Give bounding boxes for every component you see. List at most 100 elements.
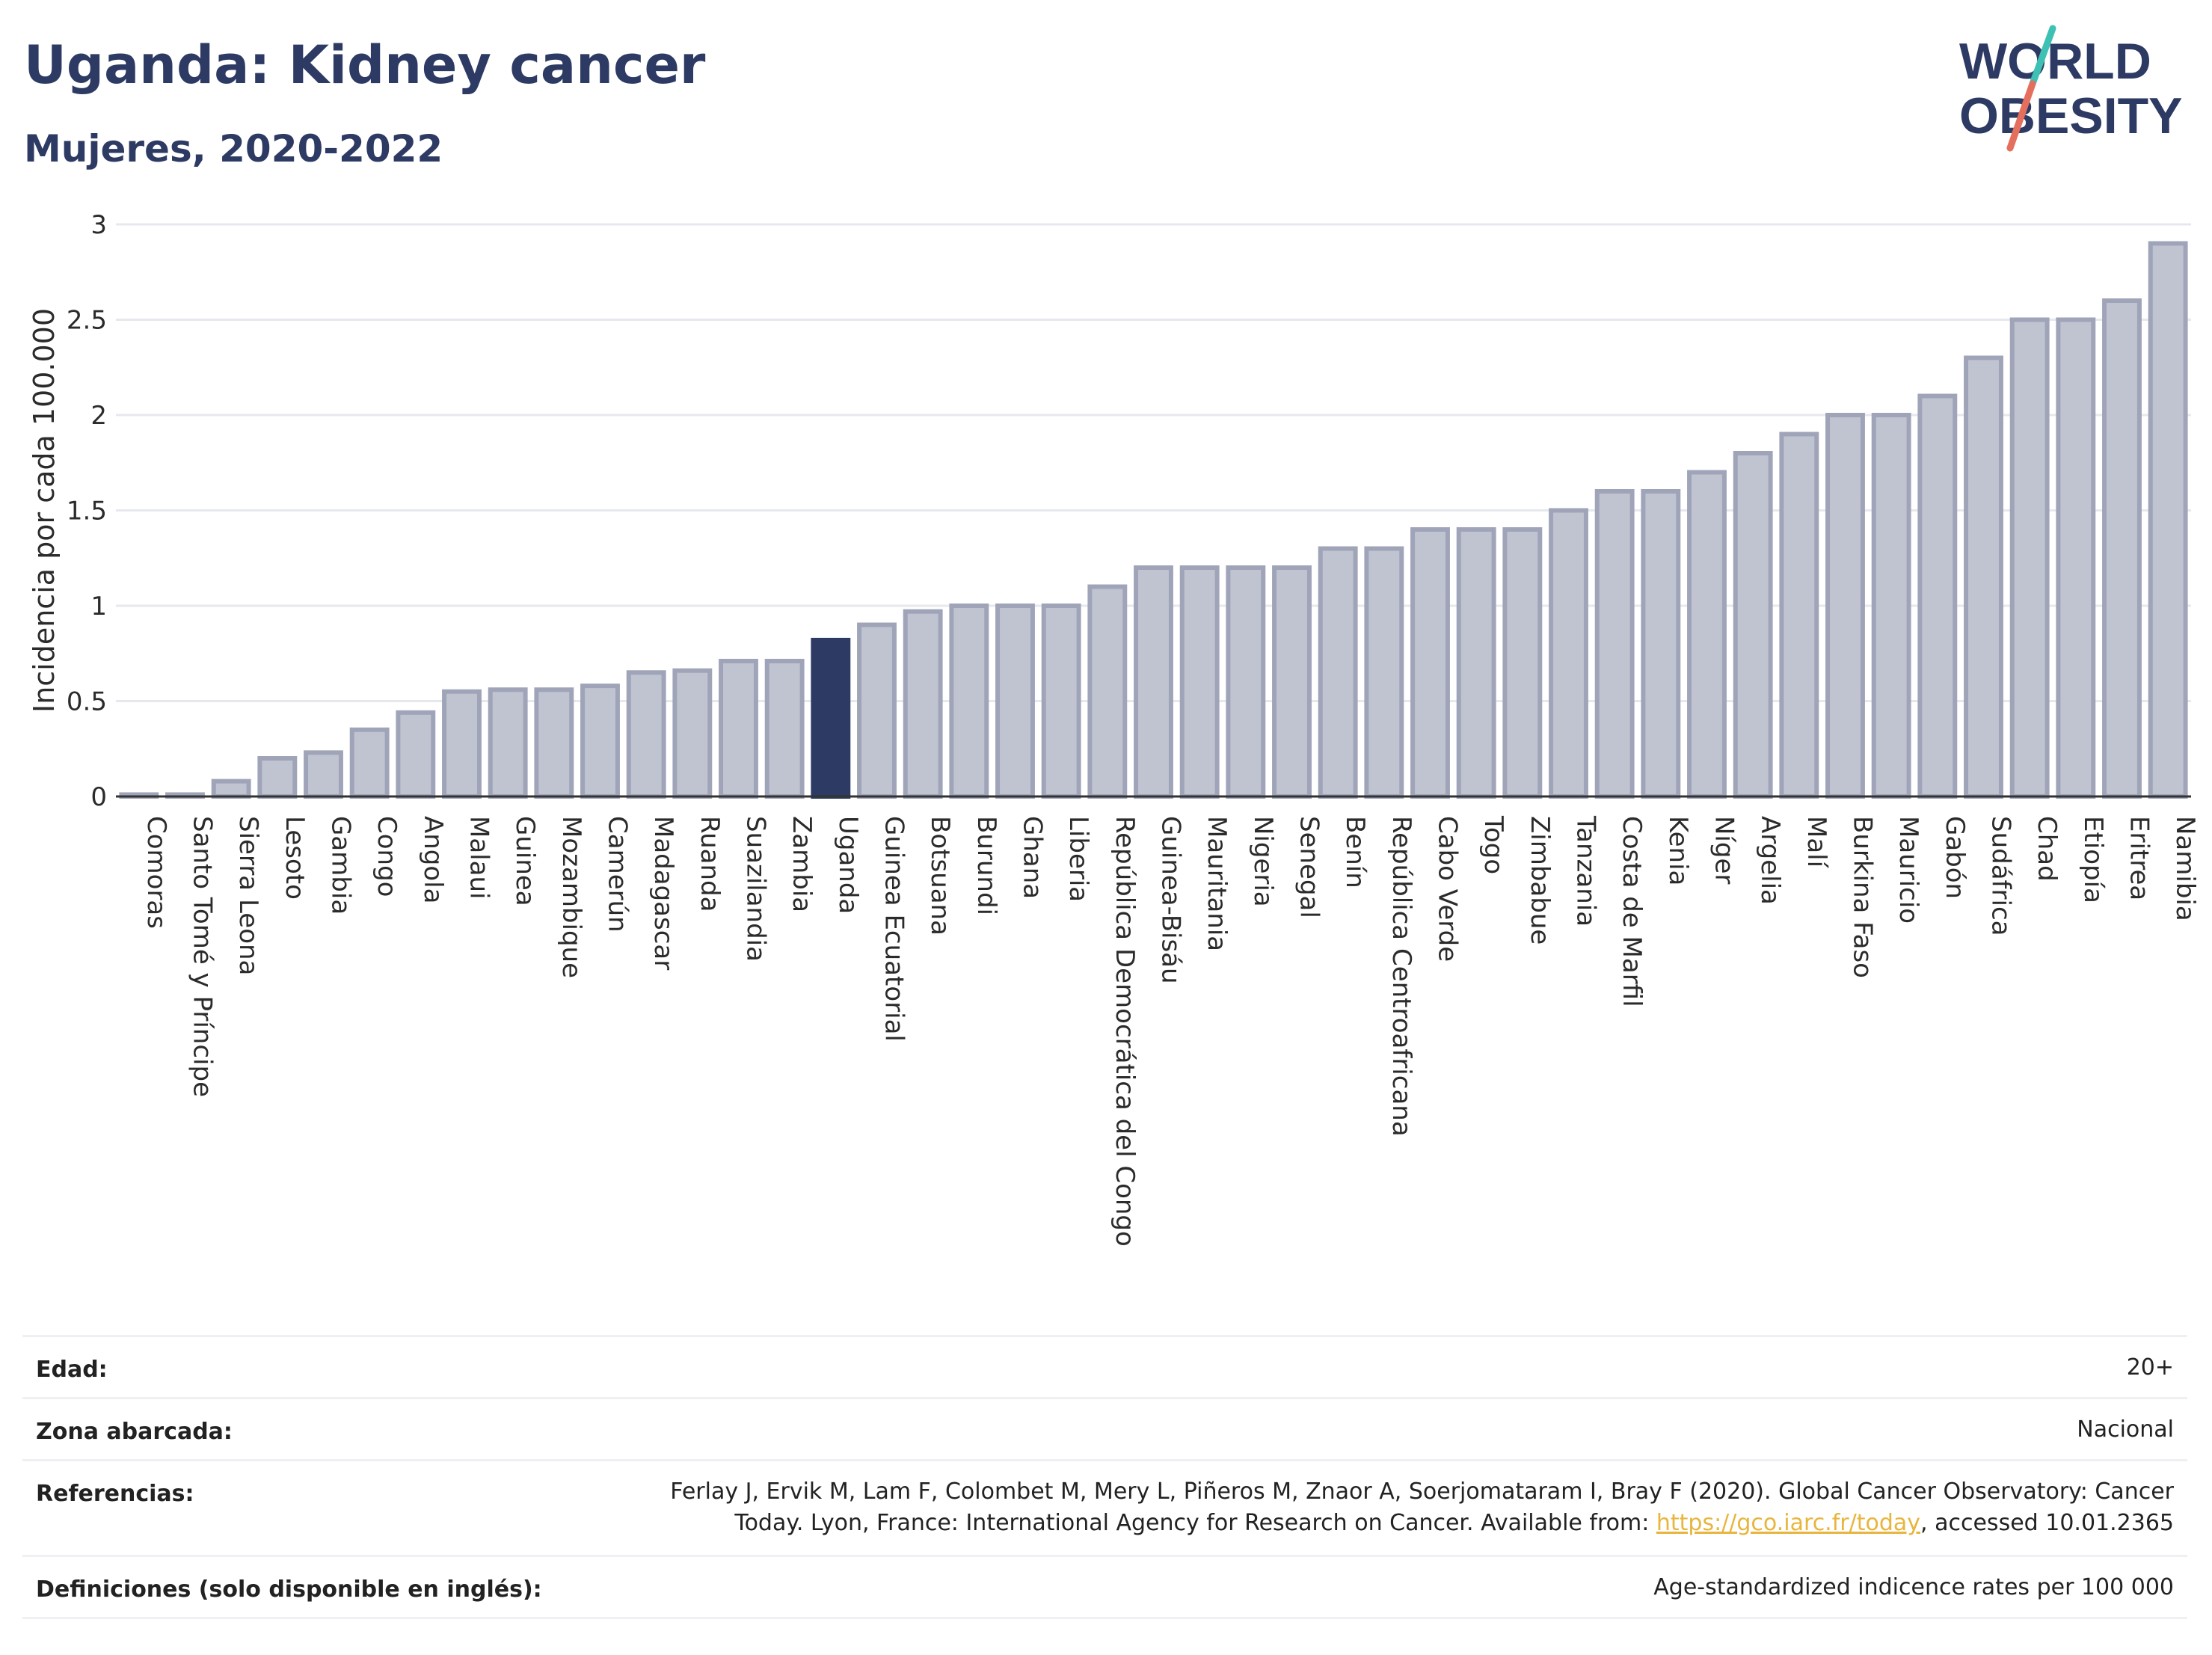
reference-text: Today. Lyon, France: International Agenc… (734, 1510, 1656, 1536)
bar (1825, 413, 1865, 799)
x-tick-label: Senegal (1294, 816, 1324, 918)
bar (672, 668, 713, 799)
bar (534, 687, 574, 799)
x-tick-label: Zambia (787, 816, 817, 912)
x-tick-label: Guinea Ecuatorial (879, 816, 909, 1042)
bar (1733, 451, 1773, 799)
bar (1502, 527, 1543, 799)
x-tick-label: Mauricio (1893, 816, 1923, 924)
x-tick-label: Tanzania (1571, 815, 1601, 927)
y-tick-label: 2 (90, 401, 107, 431)
metadata-table: Edad: 20+ Zona abarcada: Nacional Refere… (22, 1335, 2187, 1619)
x-tick-label: Chad (2032, 816, 2062, 882)
x-tick-label: Zimbabue (1525, 816, 1555, 945)
x-tick-label: Benín (1340, 816, 1370, 888)
x-tick-label: Uganda (833, 816, 863, 914)
bar (2148, 241, 2188, 799)
bar (580, 684, 620, 799)
footer-row-age: Edad: 20+ (22, 1335, 2187, 1397)
bar (211, 779, 251, 799)
bars (119, 241, 2188, 799)
y-tick-label: 0.5 (67, 687, 107, 717)
reference-link[interactable]: https://gco.iarc.fr/today (1656, 1510, 1921, 1536)
bar (349, 727, 390, 799)
x-tick-label: Sudáfrica (1986, 816, 2016, 936)
x-tick-label: Argelia (1755, 816, 1785, 905)
bar (396, 710, 436, 799)
footer-label: Referencias: (36, 1481, 194, 1507)
bar (1779, 432, 1819, 799)
bar (1456, 527, 1496, 799)
bar (1087, 584, 1128, 799)
footer-value: 20+ (2126, 1354, 2174, 1381)
logo-line1: WORLD (1959, 33, 2151, 90)
x-tick-label: Angola (418, 816, 448, 903)
y-tick-label: 1 (90, 592, 107, 621)
footer-label: Edad: (36, 1357, 108, 1383)
logo-slash-teal (2029, 25, 2056, 87)
footer-row-definitions: Definiciones (solo disponible en inglés)… (22, 1555, 2187, 1619)
bar (2102, 298, 2142, 799)
x-tick-label: Eritrea (2125, 816, 2154, 900)
bar (1318, 546, 1358, 799)
bar (1594, 489, 1635, 799)
bar (903, 609, 943, 799)
footer-label: Zona abarcada: (36, 1419, 233, 1445)
y-axis-label: Incidencia por cada 100.000 (28, 308, 61, 713)
bar (442, 689, 482, 799)
footer-row-area: Zona abarcada: Nacional (22, 1397, 2187, 1459)
logo-line2: OBESITY (1959, 87, 2183, 144)
bar (857, 622, 897, 799)
x-tick-label: Ghana (1018, 816, 1048, 899)
x-tick-label: Burkina Faso (1848, 816, 1878, 978)
bar (2009, 317, 2050, 799)
x-tick-label: Malí (1801, 816, 1831, 869)
bar (1871, 413, 1911, 799)
y-tick-labels: 0 0.5 1 1.5 2 2.5 3 (67, 210, 107, 812)
bar-chart: 0 0.5 1 1.5 2 2.5 3 Comoras Santo Tomé y Prínci… (28, 210, 2200, 1247)
x-tick-label: Madagascar (648, 816, 678, 970)
bar (1364, 546, 1404, 799)
x-tick-label: Liberia (1063, 816, 1093, 902)
x-tick-label: Ruanda (695, 816, 725, 912)
footer-label: Definiciones (solo disponible en inglés)… (36, 1576, 542, 1603)
bar (719, 658, 758, 799)
bar (1687, 470, 1727, 799)
bar (1410, 527, 1450, 799)
chart-subtitle: Mujeres, 2020-2022 (24, 127, 443, 171)
reference-line-2: Today. Lyon, France: International Agenc… (670, 1508, 2174, 1539)
reference-line-1: Ferlay J, Ervik M, Lam F, Colombet M, Me… (670, 1479, 2174, 1505)
x-tick-label: Namibia (2170, 816, 2200, 921)
x-tick-label: Kenia (1663, 816, 1693, 885)
footer-value: Age-standardized indicence rates per 100… (1653, 1574, 2174, 1600)
bar (626, 670, 666, 799)
x-tick-label: Gabón (1940, 816, 1970, 899)
x-tick-label: Congo (372, 816, 402, 897)
bar (949, 604, 989, 799)
bar (1272, 565, 1312, 799)
x-tick-label: República Centroafricana (1386, 816, 1416, 1137)
bar (1917, 393, 1958, 799)
x-tick-label: Comoras (141, 816, 171, 929)
x-tick-label: Togo (1478, 815, 1508, 874)
x-tick-label: Sierra Leona (233, 816, 263, 975)
reference-accessed: , accessed 10.01.2365 (1920, 1510, 2174, 1536)
x-tick-label: Cabo Verde (1433, 816, 1463, 962)
x-tick-label: Mozambique (556, 816, 586, 978)
x-tick-label: Burundi (971, 816, 1001, 915)
x-tick-label: Suazilandia (741, 816, 771, 962)
bar (1179, 565, 1220, 799)
bar (1134, 565, 1173, 799)
y-tick-label: 0 (90, 782, 107, 812)
x-tick-label: Nigeria (1248, 816, 1278, 907)
x-tick-label: Camerún (603, 816, 633, 933)
bar-highlighted (811, 637, 851, 799)
x-tick-label: Etiopía (2078, 816, 2108, 903)
x-tick-label: Costa de Marfil (1617, 816, 1647, 1007)
x-tick-label: Níger (1709, 816, 1739, 884)
footer-value: Ferlay J, Ervik M, Lam F, Colombet M, Me… (670, 1476, 2174, 1539)
footer-value: Nacional (2077, 1416, 2174, 1443)
bar (764, 658, 805, 799)
chart-title: Uganda: Kidney cancer (24, 34, 706, 96)
x-tick-label: República Democrática del Congo (1110, 816, 1140, 1247)
